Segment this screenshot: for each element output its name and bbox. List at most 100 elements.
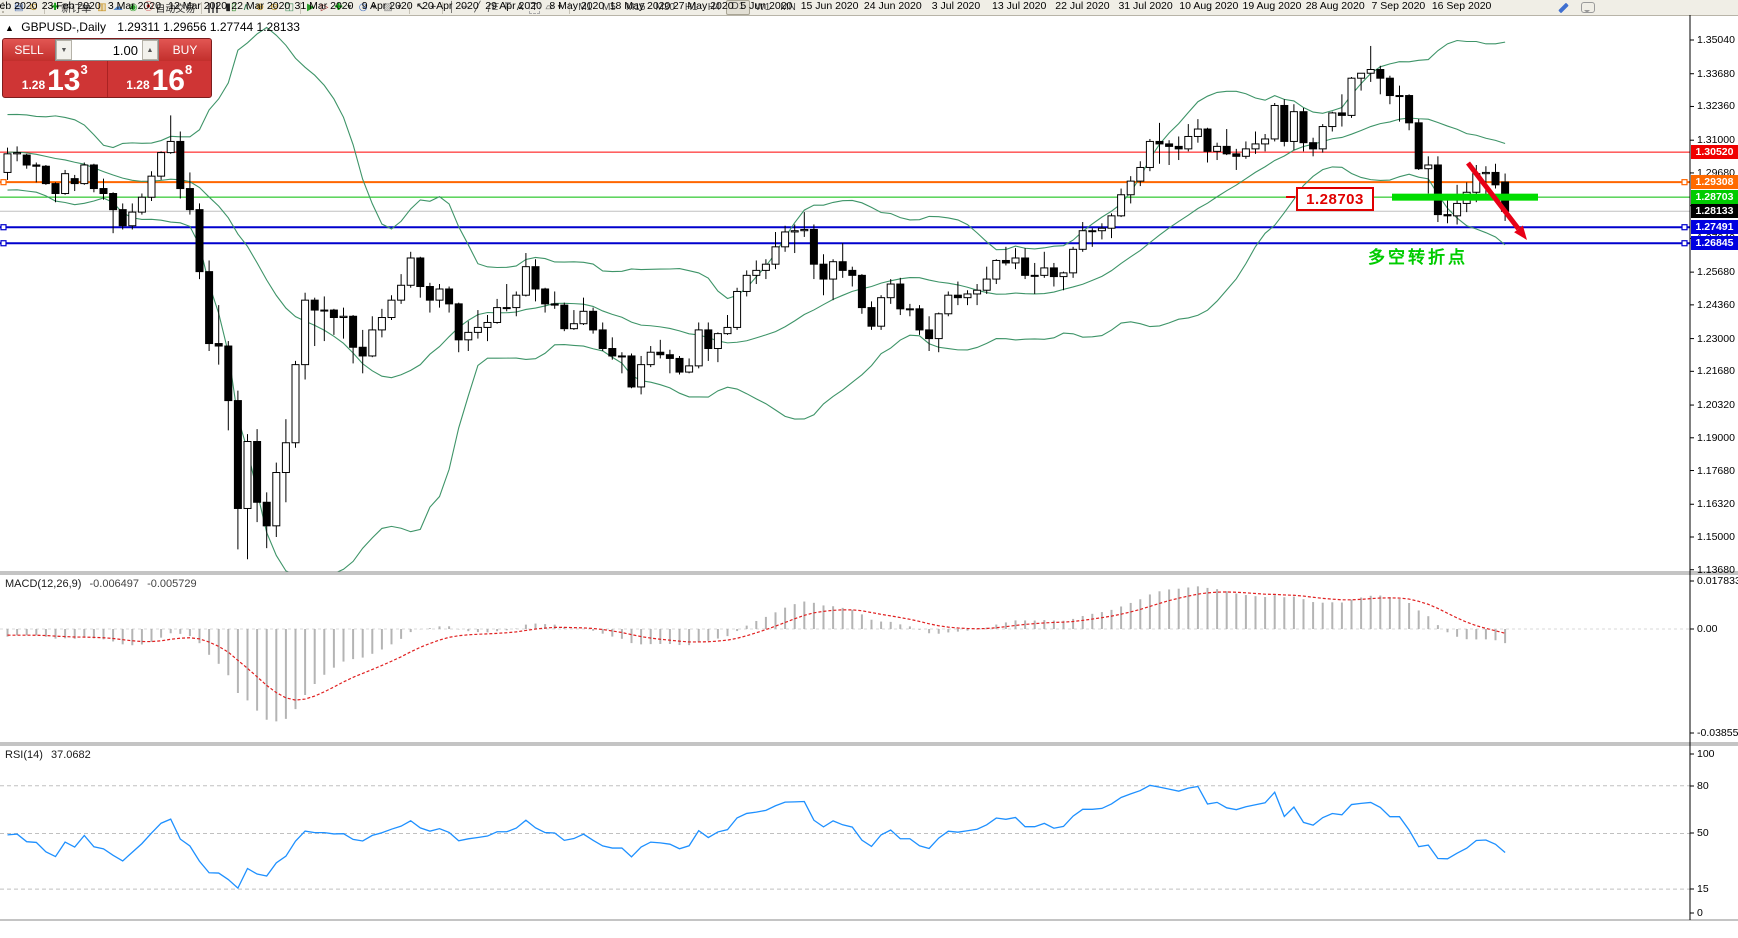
date-axis-tick: 5 Jun 2020 [740, 0, 793, 12]
date-axis-tick: 3 Mar 2020 [107, 0, 161, 12]
level-annotation-box[interactable]: 1.28703 [1296, 187, 1374, 211]
terminal-icon[interactable]: ▥ [97, 1, 107, 13]
text-tool-icon[interactable]: A [516, 1, 524, 13]
date-axis-tick: 24 Jun 2020 [863, 0, 922, 12]
signals-icon[interactable]: ◉ [128, 1, 138, 13]
date-axis-tick: 13 Jul 2020 [992, 0, 1047, 12]
crosshair-tool-icon[interactable]: + [430, 1, 437, 13]
community-icon[interactable]: ☁ [112, 1, 123, 13]
rsi-indicator [0, 784, 1690, 890]
one-click-trading-panel: SELL ▼ 1.00 ▲ BUY 1.28 13 3 1.28 16 8 [2, 38, 212, 98]
date-axis-tick: 19 Aug 2020 [1242, 0, 1302, 12]
rsi-axis-tick: 15 [1697, 883, 1709, 895]
date-axis-tick: 31 Mar 2020 [294, 0, 354, 12]
date-axis-tick: 28 Aug 2020 [1305, 0, 1365, 12]
periods-icon[interactable]: ◷ ▼ [358, 1, 378, 13]
price-axis-tick: 1.32360 [1697, 100, 1735, 113]
date-axis-tick: 18 May 2020 [609, 0, 671, 12]
turning-point-annotation[interactable]: 多空转折点 [1368, 248, 1468, 267]
support-zone-bar [1392, 193, 1538, 201]
buy-button[interactable]: BUY [159, 39, 211, 61]
price-axis-tick: 1.13680 [1697, 563, 1735, 576]
price-axis[interactable] [1690, 15, 1738, 920]
zoom-out-icon[interactable]: ⊖ [270, 1, 279, 13]
date-axis-tick: 31 Jul 2020 [1118, 0, 1173, 12]
price-axis-tick: 1.35040 [1697, 34, 1735, 46]
date-axis-tick: 3 Jul 2020 [931, 0, 981, 12]
market-watch-icon[interactable]: ⊙ [29, 1, 38, 13]
timeframe-m15[interactable]: M15 [626, 2, 646, 13]
price-axis-tick: 1.21680 [1697, 365, 1735, 378]
timeframe-h1[interactable]: H1 [684, 2, 698, 13]
horizontal-line-tool-icon[interactable]: ─ [461, 1, 469, 13]
toolbar-grip[interactable] [2, 2, 9, 13]
tile-windows-icon[interactable]: ◫ [284, 1, 295, 13]
add-indicator-icon[interactable]: ✚ ▼ [334, 1, 353, 13]
text-label-tool-icon[interactable]: T [529, 1, 540, 14]
macd-signal-value: -0.005729 [147, 578, 197, 590]
volume-decrease-button[interactable]: ▼ [56, 40, 72, 60]
templates-icon[interactable]: ▧ ▼ [383, 1, 403, 13]
volume-increase-button[interactable]: ▲ [142, 40, 158, 60]
new-order-button[interactable]: ✚ 新订单 [50, 1, 92, 15]
timeframe-d1[interactable]: D1 [725, 0, 751, 15]
date-axis-tick: 12 Mar 2020 [168, 0, 228, 12]
oneclick-collapse-icon[interactable]: ▲ [5, 23, 14, 33]
macd-signal-line [7, 591, 1506, 701]
price-axis-tick: 1.20320 [1697, 399, 1735, 412]
macd-axis-tick: 0.00 [1697, 623, 1718, 635]
sell-price[interactable]: 1.28 13 3 [21, 62, 88, 97]
down-arrow-head [1514, 225, 1527, 240]
date-axis-tick: 16 Sep 2020 [1431, 0, 1492, 12]
line-chart-icon[interactable]: ∧ [242, 1, 250, 13]
chat-icon[interactable] [1578, 1, 1598, 15]
timeframe-mn[interactable]: MN [780, 2, 796, 13]
new-chart-window-icon[interactable]: ▤ [14, 1, 24, 13]
horizontal-level-lines[interactable] [0, 151, 1690, 245]
timeframe-h4[interactable]: H4 [707, 2, 721, 13]
timeframe-m30[interactable]: M30 [655, 2, 675, 13]
bar-chart-icon[interactable] [205, 1, 222, 15]
rsi-value: 37.0682 [50, 749, 91, 761]
price-line-tag: 1.26845 [1691, 236, 1738, 251]
rsi-axis-tick: 100 [1697, 748, 1715, 760]
trendline-tool-icon[interactable]: ╱ [474, 1, 481, 13]
date-axis-tick: 7 Sep 2020 [1371, 0, 1426, 12]
price-line-tag: 1.28703 [1691, 190, 1738, 205]
fibonacci-expansion-icon[interactable]: F [504, 2, 511, 13]
fibonacci-tool-icon[interactable]: ƒE [486, 1, 499, 13]
chart-shift-icon[interactable]: ▷ [320, 1, 329, 13]
shapes-tool-icon[interactable]: ▱ ▼ [545, 1, 564, 13]
bollinger-middle [7, 117, 1506, 379]
autotrading-button[interactable]: ⦿ 自动交易 [143, 1, 196, 15]
price-axis-tick: 1.19000 [1697, 431, 1735, 444]
chart-title: ▲ GBPUSD-,Daily 1.29311 1.29656 1.27744 … [5, 20, 300, 34]
price-axis-tick: 1.24360 [1697, 298, 1735, 311]
volume-input[interactable]: 1.00 [112, 42, 138, 58]
date-axis-tick: 8 May 2020 [549, 0, 605, 12]
macd-indicator [0, 586, 1690, 722]
timeframe-m5[interactable]: M5 [602, 2, 616, 13]
price-axis-tick: 1.25680 [1697, 266, 1735, 279]
timeframe-m1[interactable]: M1 [578, 2, 593, 13]
buy-price[interactable]: 1.28 16 8 [126, 62, 193, 97]
autoscroll-icon[interactable]: ▶ [307, 1, 315, 13]
line-handles[interactable] [0, 179, 1688, 247]
price-line-tag: 1.30520 [1691, 145, 1738, 160]
sell-button[interactable]: SELL [3, 39, 55, 61]
price-line-tag: 1.27491 [1691, 220, 1738, 235]
zoom-in-icon[interactable]: ⊕ [255, 1, 265, 13]
candlesticks[interactable] [3, 45, 1510, 560]
chart-annotations[interactable] [1392, 161, 1538, 240]
price-axis-tick: 1.15000 [1697, 530, 1735, 543]
macd-axis-tick: -0.038559 [1697, 727, 1738, 739]
cursor-tool-icon[interactable]: ↖ [415, 1, 425, 13]
price-axis-tick: 1.17680 [1697, 464, 1735, 477]
date-axis-tick: 15 Jun 2020 [800, 0, 859, 12]
timeframe-w1[interactable]: W1 [755, 2, 771, 13]
price-line-tag: 1.29308 [1691, 175, 1738, 190]
vertical-line-tool-icon[interactable]: │ [449, 1, 456, 13]
candlestick-chart-icon[interactable]: ▮▯ [225, 1, 237, 13]
date-axis[interactable] [0, 920, 1738, 938]
